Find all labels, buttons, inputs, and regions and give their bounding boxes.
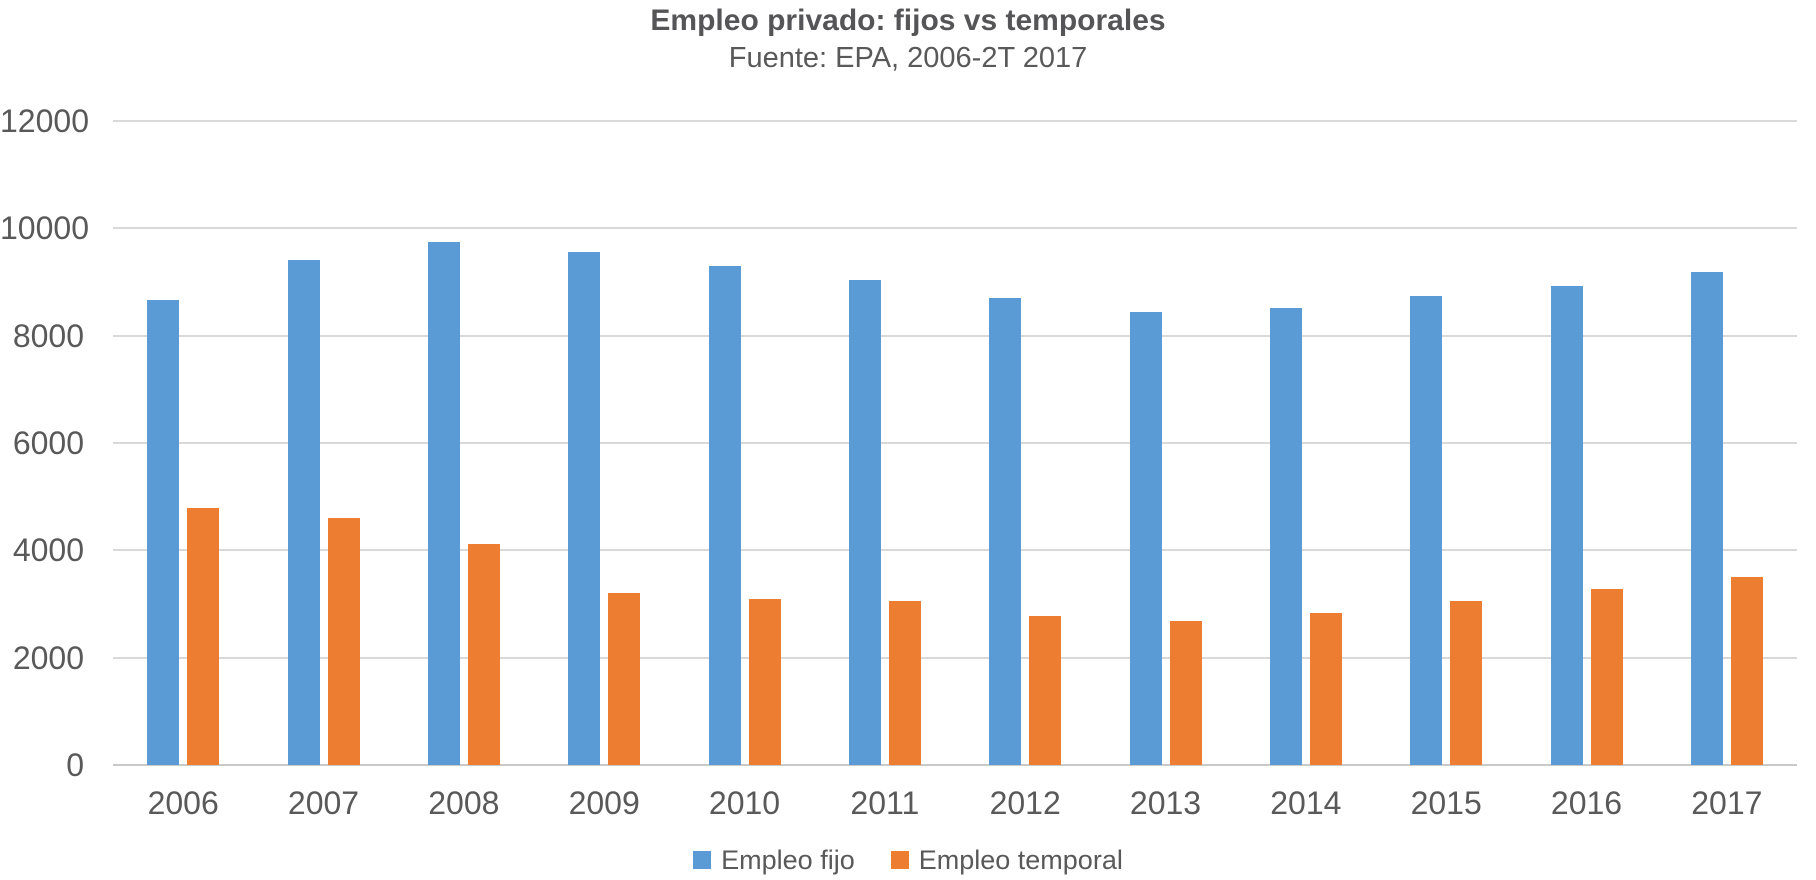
- bar-empleo-temporal-2011: [888, 600, 921, 765]
- y-axis-tick-label: 6000: [12, 425, 84, 461]
- legend-label: Empleo temporal: [918, 845, 1123, 875]
- chart-title: Empleo privado: fijos vs temporales: [650, 4, 1166, 37]
- x-axis-label-2013: 2013: [1129, 785, 1202, 821]
- bar-empleo-temporal-2015: [1450, 600, 1483, 765]
- y-axis-tick-label: 4000: [12, 532, 84, 569]
- legend-swatch-icon: [890, 851, 909, 869]
- chart-subtitle: Fuente: EPA, 2006-2T 2017: [728, 42, 1088, 74]
- bar-empleo-temporal-2008: [467, 544, 500, 765]
- gridline: [113, 442, 1797, 444]
- bar-empleo-fijo-2015: [1410, 295, 1443, 765]
- bar-empleo-temporal-2012: [1029, 616, 1062, 765]
- gridline: [113, 656, 1797, 659]
- gridline: [113, 549, 1797, 552]
- x-axis-label-2006: 2006: [147, 785, 219, 821]
- legend-label: Empleo fijo: [721, 845, 855, 875]
- bar-empleo-fijo-2013: [1129, 312, 1162, 765]
- legend: Empleo fijo Empleo temporal: [0, 845, 1816, 875]
- bar-empleo-fijo-2014: [1269, 307, 1302, 765]
- legend-item-empleo-temporal: Empleo temporal: [890, 845, 1123, 875]
- x-axis-label-2008: 2008: [428, 785, 500, 821]
- bar-empleo-fijo-2012: [989, 298, 1022, 765]
- y-axis-tick-label: 10000: [0, 210, 89, 247]
- bar-empleo-temporal-2010: [748, 598, 781, 765]
- bar-empleo-fijo-2010: [708, 265, 741, 765]
- gridline: [113, 334, 1797, 337]
- x-axis-label-2016: 2016: [1550, 785, 1623, 821]
- gridline: [113, 227, 1797, 230]
- bar-empleo-fijo-2007: [287, 259, 320, 765]
- x-axis-line: [113, 764, 1797, 766]
- gridline: [113, 120, 1797, 122]
- x-axis-label-2009: 2009: [568, 785, 640, 821]
- x-axis-label-2014: 2014: [1270, 785, 1342, 821]
- legend-swatch-icon: [693, 851, 712, 869]
- bar-empleo-temporal-2017: [1730, 577, 1763, 765]
- bar-empleo-fijo-2011: [848, 279, 881, 765]
- bar-empleo-temporal-2013: [1169, 620, 1202, 765]
- bar-empleo-temporal-2016: [1590, 588, 1623, 765]
- x-axis-label-2012: 2012: [989, 785, 1061, 821]
- x-axis-label-2011: 2011: [850, 785, 920, 821]
- x-axis-label-2017: 2017: [1691, 785, 1763, 821]
- y-axis-tick-label: 8000: [12, 317, 84, 354]
- bar-empleo-temporal-2006: [187, 508, 220, 765]
- bar-empleo-temporal-2009: [608, 592, 641, 765]
- bar-empleo-temporal-2014: [1309, 612, 1342, 765]
- bar-empleo-temporal-2007: [327, 518, 360, 765]
- x-axis-label-2015: 2015: [1410, 785, 1482, 821]
- bar-empleo-fijo-2008: [427, 241, 460, 765]
- x-axis-label-2010: 2010: [708, 785, 781, 821]
- bar-empleo-fijo-2016: [1550, 285, 1583, 765]
- legend-item-empleo-fijo: Empleo fijo: [693, 845, 855, 875]
- y-axis-tick-label: 12000: [0, 103, 89, 139]
- y-axis-tick-label: 2000: [12, 639, 84, 676]
- bar-empleo-fijo-2009: [568, 252, 601, 765]
- bar-empleo-fijo-2017: [1690, 271, 1723, 765]
- y-axis-tick-label: 0: [66, 747, 84, 783]
- x-axis-label-2007: 2007: [287, 785, 360, 821]
- bar-empleo-fijo-2006: [147, 300, 180, 765]
